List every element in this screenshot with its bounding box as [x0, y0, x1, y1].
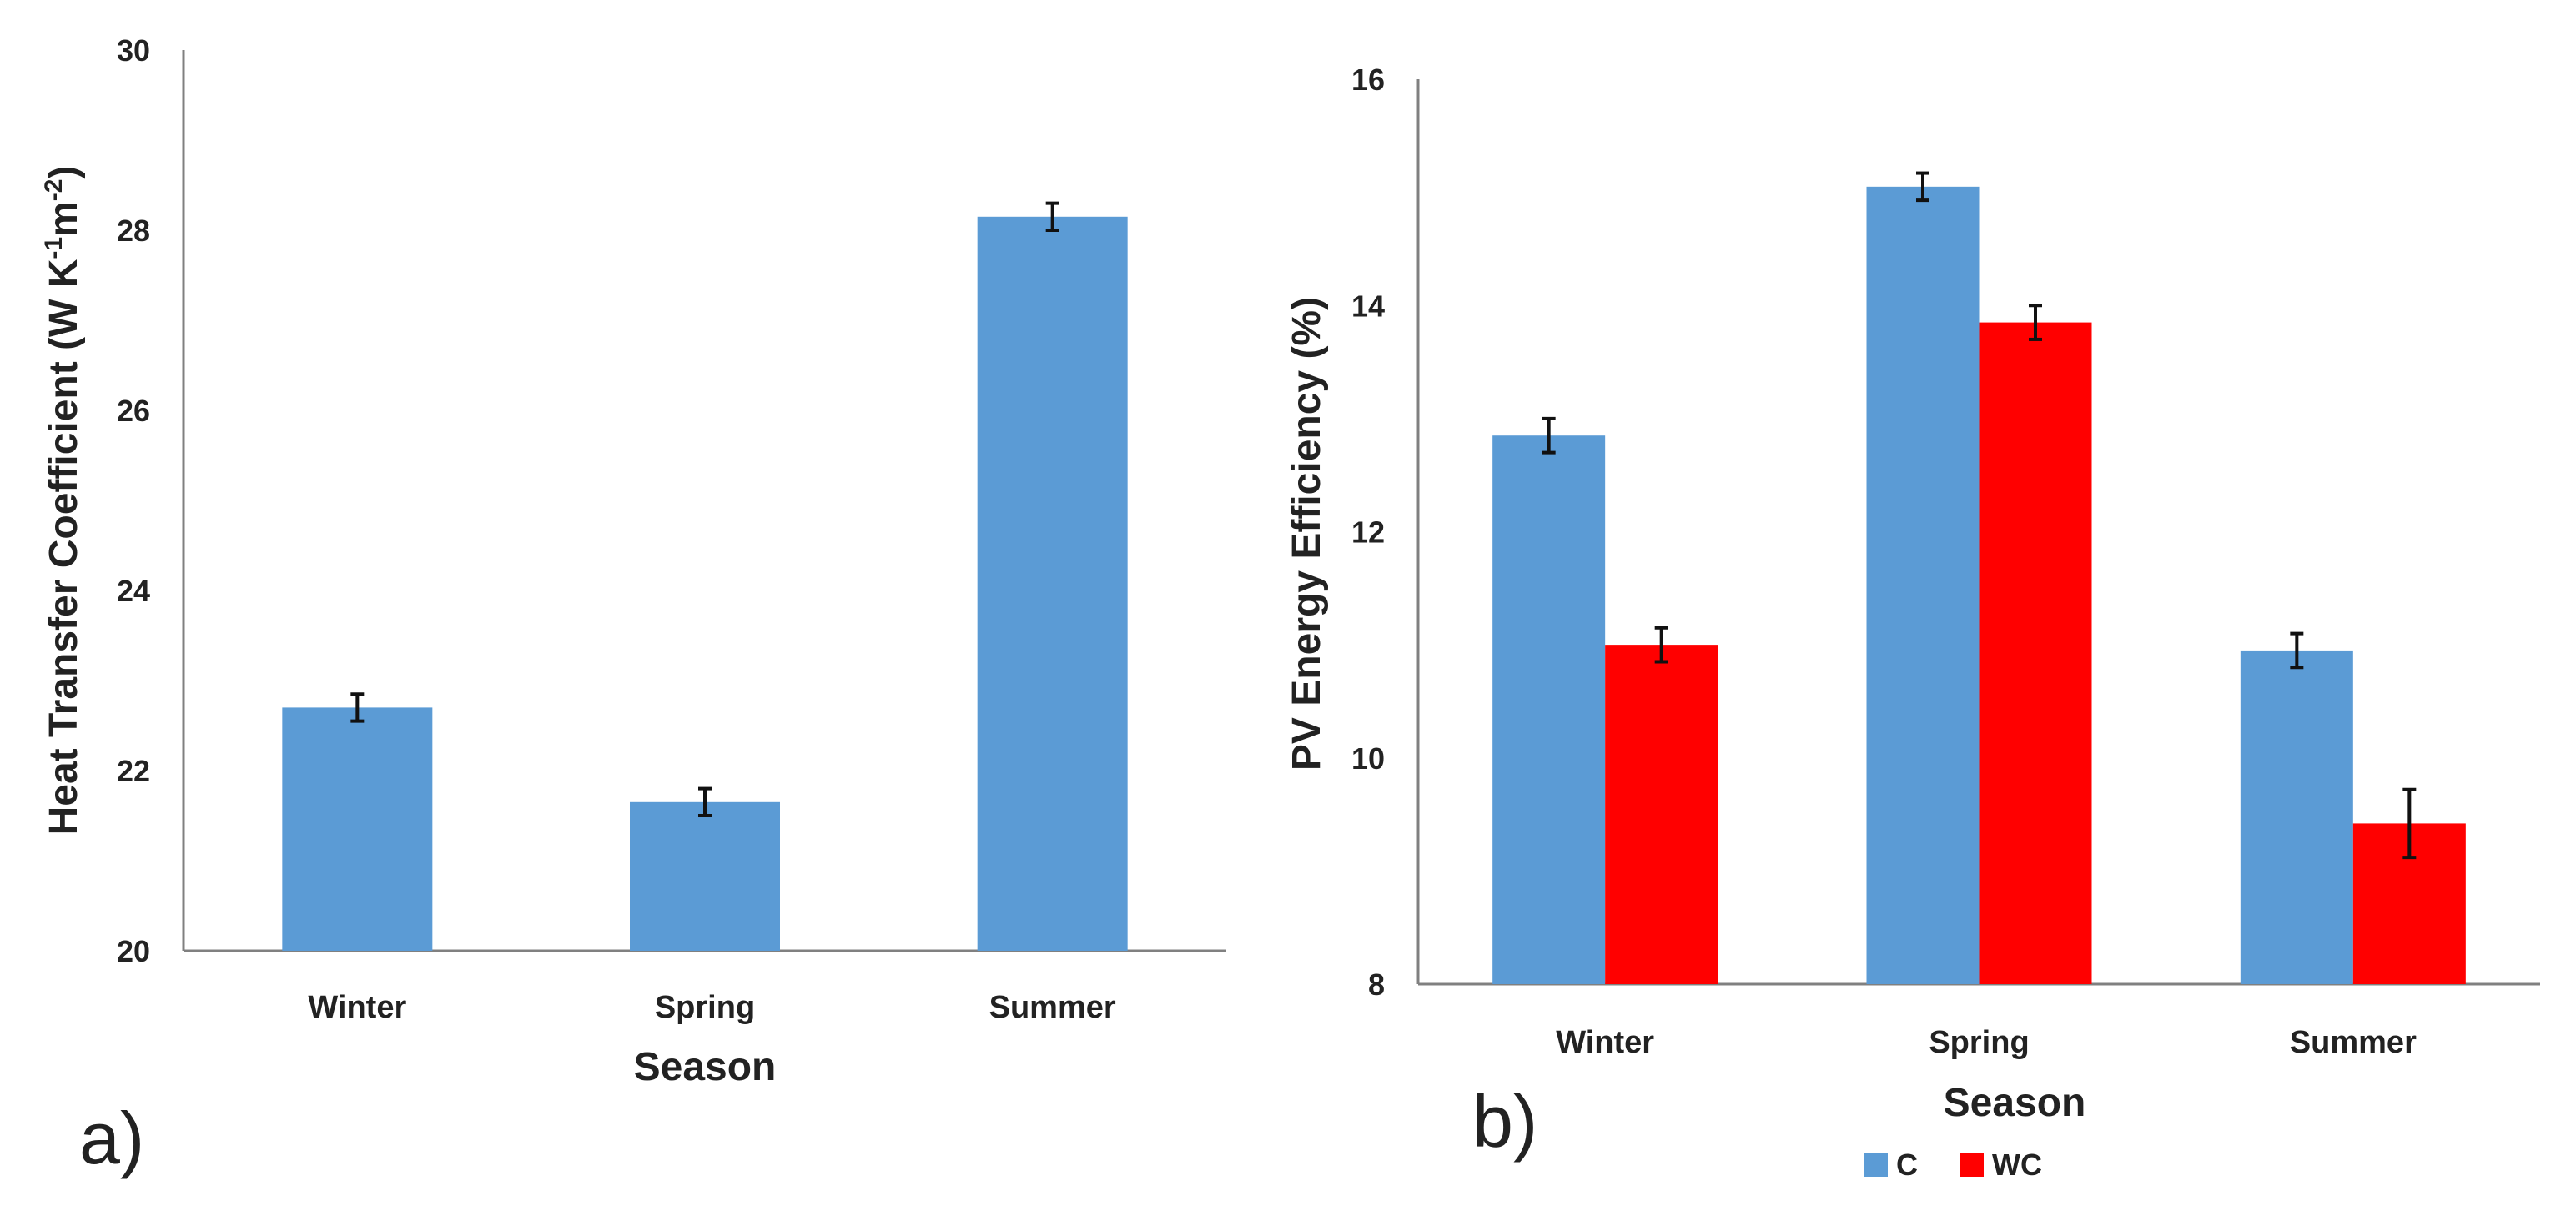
chart-b-bar-c-spring: [1866, 186, 1980, 984]
legend-swatch-c: [1864, 1153, 1888, 1177]
chart-a-y-tick-label: 24: [117, 574, 150, 608]
chart-a-y-tick-label: 30: [117, 33, 150, 68]
chart-b-legend: C WC: [1864, 1148, 2042, 1182]
chart-b-bar-wc-winter: [1605, 645, 1718, 984]
legend-label-wc: WC: [1992, 1148, 2042, 1182]
chart-a-y-tick-label: 26: [117, 394, 150, 428]
chart-b-x-tick-label: Spring: [1929, 1025, 2029, 1060]
chart-a-y-tick-label: 28: [117, 214, 150, 248]
chart-b-y-tick-label: 10: [1351, 741, 1385, 776]
chart-b-y-axis-title: PV Energy Efficiency (%): [1285, 297, 1329, 771]
chart-a-bar-heat-transfer-coefficient-spring: [630, 801, 780, 951]
legend-swatch-wc: [1960, 1153, 1984, 1177]
chart-a-y-axis-title: Heat Transfer Coefficient (W K-1m-2): [40, 166, 86, 836]
chart-a-y-tick-label: 20: [117, 934, 150, 968]
chart-b-y-tick-label: 12: [1351, 515, 1385, 550]
chart-b-y-tick-label: 16: [1351, 63, 1385, 97]
chart-b-bar-c-winter: [1492, 435, 1606, 984]
chart-b-x-tick-label: Summer: [2290, 1025, 2417, 1060]
chart-b-y-tick-label: 8: [1368, 967, 1385, 1002]
chart-a-y-tick-label: 22: [117, 754, 150, 788]
chart-b-y-tick-label: 14: [1351, 289, 1385, 323]
chart-a-bar-heat-transfer-coefficient-winter: [282, 707, 433, 951]
chart-b-panel-label: b): [1472, 1080, 1537, 1163]
chart-a-panel-label: a): [79, 1097, 144, 1179]
chart-b-bar-c-summer: [2240, 650, 2353, 984]
chart-a-x-tick-label: Spring: [655, 990, 755, 1025]
chart-a-x-axis-title: Season: [634, 1045, 777, 1089]
chart-a-x-tick-label: Summer: [989, 990, 1116, 1025]
legend-label-c: C: [1896, 1148, 1918, 1182]
chart-a-x-tick-label: Winter: [308, 990, 406, 1025]
chart-b: 8 10 12 14 16 Winter Spring Summer PV Energy E…: [1285, 63, 2540, 1182]
chart-b-bar-wc-spring: [1979, 322, 2092, 984]
chart-b-x-axis-title: Season: [1944, 1081, 2086, 1125]
chart-b-x-tick-label: Winter: [1556, 1025, 1654, 1060]
chart-a: 20 22 24 26 28 30 Winter Spring Summer Heat Tra…: [40, 33, 1226, 1179]
chart-a-bar-heat-transfer-coefficient-summer: [977, 216, 1128, 951]
